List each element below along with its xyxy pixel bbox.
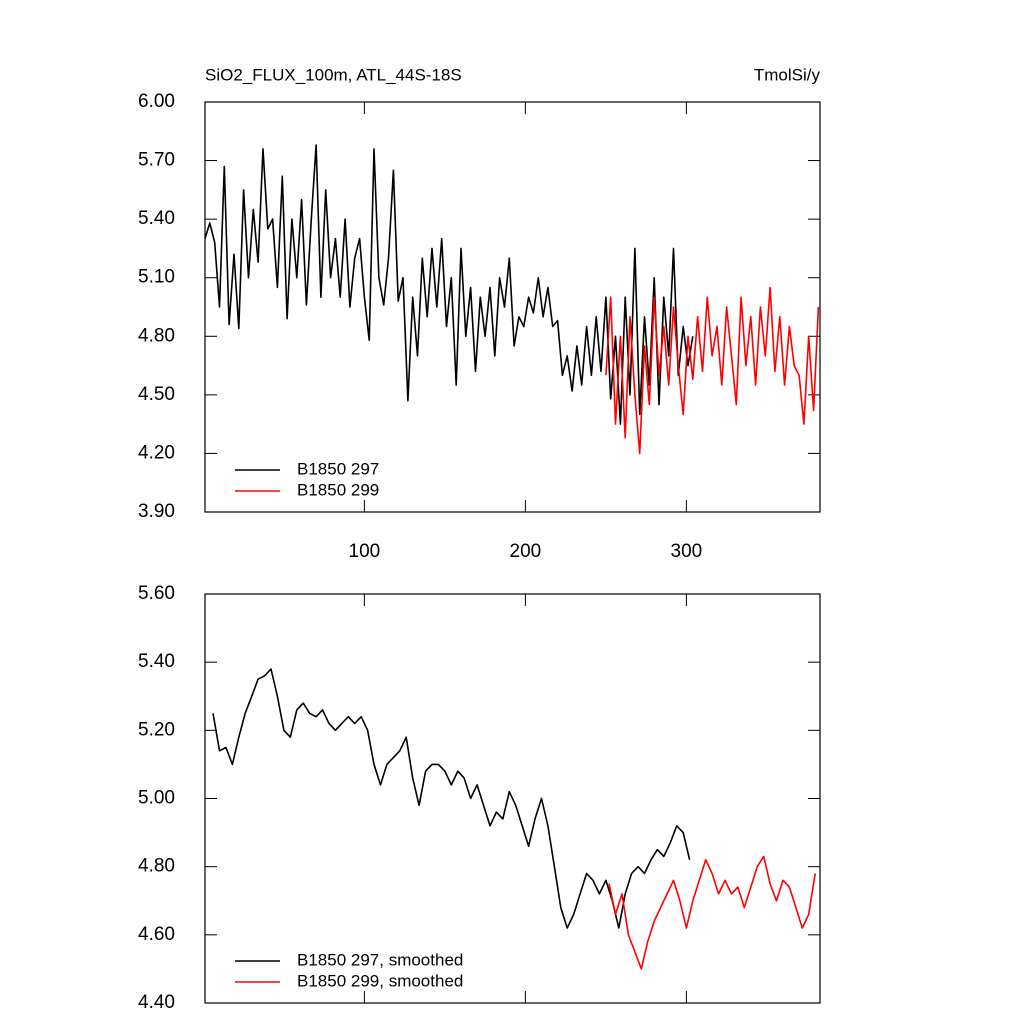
y-tick-label: 5.60 [138,583,175,604]
y-tick-label: 4.80 [138,325,175,346]
x-tick-label: 100 [349,541,381,562]
units-label: TmolSi/y [754,65,821,84]
plot-frame [204,101,821,513]
x-tick-label: 200 [510,541,542,562]
series-line [212,668,691,929]
legend-label: B1850 297 [297,459,379,478]
y-tick-label: 5.10 [138,267,175,288]
series-line [605,286,820,455]
y-tick-label: 5.70 [138,150,175,171]
series-line [204,144,694,425]
y-tick-label: 6.00 [138,91,175,112]
y-tick-label: 4.80 [138,856,175,877]
y-tick-label: 5.00 [138,788,175,809]
x-tick-label: 300 [671,541,703,562]
y-tick-label: 5.40 [138,208,175,229]
legend-label: B1850 297, smoothed [297,950,463,969]
y-tick-label: 3.90 [138,501,175,522]
y-tick-label: 4.40 [138,992,175,1013]
y-tick-label: 4.20 [138,442,175,463]
legend-label: B1850 299, smoothed [297,971,463,990]
y-tick-label: 5.20 [138,719,175,740]
y-tick-label: 5.40 [138,651,175,672]
series-line [608,855,816,970]
legend-label: B1850 299 [297,480,379,499]
chart-title: SiO2_FLUX_100m, ATL_44S-18S [205,65,462,84]
y-tick-label: 4.50 [138,384,175,405]
y-tick-label: 4.60 [138,924,175,945]
